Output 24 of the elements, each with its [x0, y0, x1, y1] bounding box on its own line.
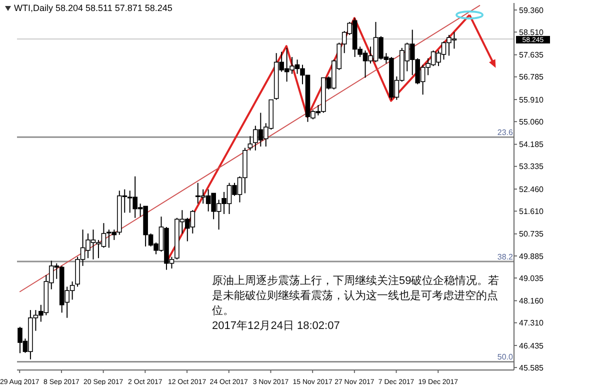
y-tick-label: 49.035 [519, 274, 544, 283]
y-tick-label: 46.435 [519, 341, 544, 350]
y-tick-label: 58.510 [519, 28, 544, 37]
y-tick-label: 55.910 [519, 95, 544, 104]
y-tick-label: 53.335 [519, 162, 544, 172]
y-tick-label: 48.160 [519, 296, 544, 306]
y-tick-label: 54.185 [519, 140, 544, 150]
y-tick-label: 49.885 [519, 252, 544, 261]
y-tick-label: 59.360 [519, 6, 544, 15]
y-tick-label: 52.460 [519, 184, 544, 194]
candlestick [248, 136, 253, 151]
chart-title: WTI,Daily 58.204 58.511 57.871 58.245 [14, 3, 172, 13]
y-tick-label: 45.585 [519, 363, 544, 372]
y-tick-label: 57.635 [519, 50, 544, 60]
y-tick-label: 51.610 [519, 206, 544, 216]
annotation: 38.2 [497, 252, 514, 262]
y-tick-label: 50.735 [519, 230, 544, 239]
y-tick-label: 55.060 [519, 117, 544, 126]
annotation: 2017年12月24日 18:02:07 [212, 319, 341, 334]
annotation: 23.6 [497, 128, 514, 138]
annotation: 50.0 [497, 352, 514, 362]
y-tick-label: 56.785 [519, 72, 544, 82]
y-tick-label: 47.310 [519, 318, 544, 328]
annotation: 原油上周逐步震荡上行，下周继续关注59破位企稳情况。若是未能破位则继续看震荡，认为这一线也是可考虑进空的点位。 [212, 274, 500, 319]
